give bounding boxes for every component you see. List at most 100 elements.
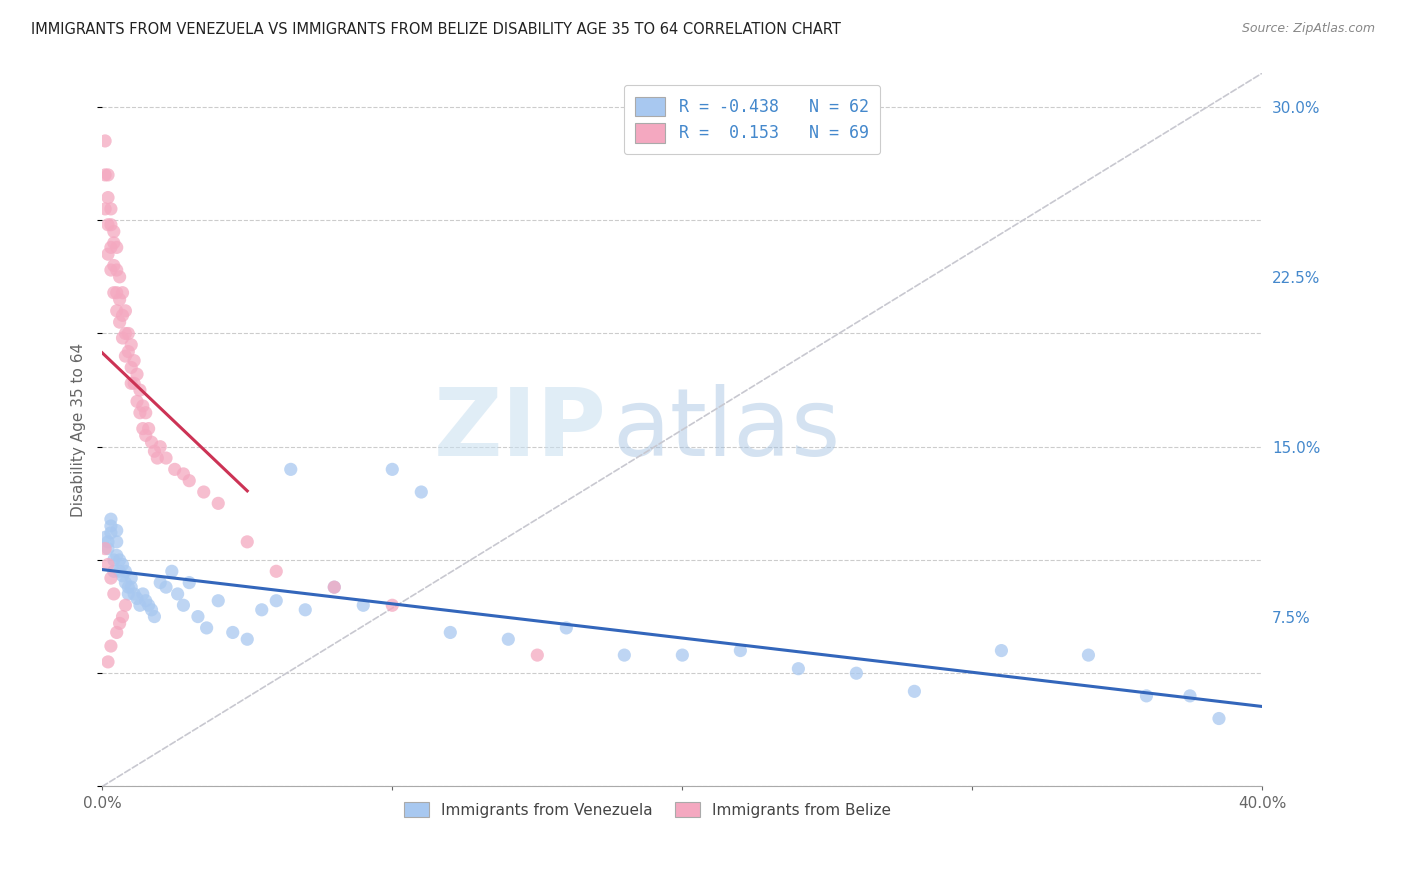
Point [100, 571, 122, 585]
Point [114, 349, 136, 363]
Point [172, 599, 194, 613]
Point [97, 655, 120, 669]
Point [163, 462, 186, 476]
Point [132, 587, 155, 601]
Point [103, 225, 125, 239]
Point [149, 440, 172, 454]
Point [105, 263, 128, 277]
Point [100, 512, 122, 526]
Point [120, 376, 142, 391]
Text: ZIP: ZIP [434, 384, 607, 475]
Point [100, 639, 122, 653]
Text: Source: ZipAtlas.com: Source: ZipAtlas.com [1241, 22, 1375, 36]
Point [122, 587, 145, 601]
Point [207, 496, 229, 510]
Point [103, 564, 125, 578]
Point [105, 303, 128, 318]
Point [195, 621, 218, 635]
Point [103, 587, 125, 601]
Point [990, 643, 1012, 657]
Point [117, 326, 139, 341]
Point [903, 684, 925, 698]
Point [671, 648, 693, 662]
Point [236, 632, 259, 647]
Point [129, 383, 152, 397]
Point [323, 580, 346, 594]
Point [381, 462, 404, 476]
Point [730, 643, 752, 657]
Point [222, 625, 245, 640]
Point [114, 326, 136, 341]
Text: IMMIGRANTS FROM VENEZUELA VS IMMIGRANTS FROM BELIZE DISABILITY AGE 35 TO 64 CORR: IMMIGRANTS FROM VENEZUELA VS IMMIGRANTS … [31, 22, 841, 37]
Point [138, 421, 160, 435]
Point [1208, 712, 1230, 726]
Point [94, 202, 117, 216]
Point [135, 593, 157, 607]
Point [97, 168, 120, 182]
Point [94, 134, 117, 148]
Point [352, 599, 374, 613]
Text: atlas: atlas [613, 384, 841, 475]
Point [187, 609, 209, 624]
Point [264, 564, 287, 578]
Point [179, 474, 201, 488]
Point [97, 541, 120, 556]
Point [138, 599, 160, 613]
Point [111, 309, 134, 323]
Point [103, 259, 125, 273]
Point [97, 534, 120, 549]
Point [94, 541, 117, 556]
Point [132, 421, 155, 435]
Point [141, 435, 163, 450]
Point [146, 450, 169, 465]
Point [117, 587, 139, 601]
Point [1135, 689, 1157, 703]
Point [125, 368, 148, 382]
Point [120, 580, 142, 594]
Point [105, 524, 128, 538]
Point [264, 593, 287, 607]
Point [555, 621, 578, 635]
Point [193, 485, 215, 500]
Point [103, 553, 125, 567]
Point [100, 202, 122, 216]
Point [94, 168, 117, 182]
Point [105, 240, 128, 254]
Point [97, 247, 120, 261]
Point [114, 303, 136, 318]
Point [236, 534, 259, 549]
Point [100, 240, 122, 254]
Point [100, 525, 122, 540]
Point [114, 599, 136, 613]
Point [129, 599, 152, 613]
Point [166, 587, 188, 601]
Point [97, 218, 120, 232]
Point [294, 603, 316, 617]
Point [105, 534, 128, 549]
Point [155, 450, 177, 465]
Point [117, 344, 139, 359]
Point [120, 338, 142, 352]
Point [1178, 689, 1201, 703]
Point [135, 428, 157, 442]
Point [108, 553, 131, 567]
Point [111, 285, 134, 300]
Point [207, 593, 229, 607]
Y-axis label: Disability Age 35 to 64: Disability Age 35 to 64 [72, 343, 86, 516]
Point [105, 549, 128, 563]
Point [381, 599, 404, 613]
Point [129, 406, 152, 420]
Point [111, 331, 134, 345]
Point [114, 575, 136, 590]
Point [125, 394, 148, 409]
Point [120, 571, 142, 585]
Point [100, 519, 122, 533]
Point [103, 285, 125, 300]
Point [103, 235, 125, 250]
Point [526, 648, 548, 662]
Point [411, 485, 433, 500]
Point [135, 406, 157, 420]
Point [143, 444, 166, 458]
Point [179, 575, 201, 590]
Point [250, 603, 273, 617]
